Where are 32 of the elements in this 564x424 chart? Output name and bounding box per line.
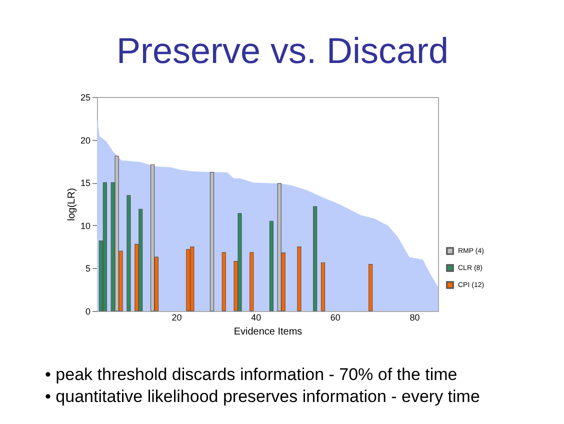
bar bbox=[238, 213, 242, 312]
y-tick-label: 25 bbox=[80, 92, 90, 102]
x-tick-label: 80 bbox=[410, 312, 420, 322]
bar bbox=[222, 252, 226, 312]
bar bbox=[313, 206, 318, 312]
text: • peak threshold discards information - 70% of the time bbox=[45, 365, 458, 384]
bar bbox=[269, 220, 274, 312]
bar bbox=[126, 195, 131, 312]
bar bbox=[138, 208, 143, 312]
bar bbox=[190, 246, 194, 312]
x-axis-title: Evidence Items bbox=[234, 326, 302, 338]
y-tick-label: 0 bbox=[85, 306, 90, 316]
y-tick-label: 5 bbox=[85, 264, 90, 274]
x-tick-label: 60 bbox=[330, 312, 340, 322]
bar bbox=[368, 264, 373, 312]
chart-title: Preserve vs. Discard bbox=[116, 30, 449, 71]
bar bbox=[277, 183, 282, 312]
text: • quantitative likelihood preserves information - every time bbox=[45, 387, 480, 406]
bar bbox=[102, 182, 107, 312]
bar bbox=[114, 156, 119, 312]
y-tick-label: 20 bbox=[80, 135, 90, 146]
y-tick-label: 15 bbox=[80, 178, 90, 188]
bar bbox=[210, 172, 214, 312]
y-tick-label: 10 bbox=[80, 220, 90, 231]
x-tick-label: 40 bbox=[251, 312, 262, 322]
bar bbox=[250, 252, 254, 312]
bar bbox=[297, 246, 302, 312]
bar bbox=[186, 249, 190, 312]
bar bbox=[150, 164, 155, 312]
x-tick-label: 20 bbox=[172, 312, 182, 322]
y-axis-title: log(LR) bbox=[66, 188, 78, 221]
bar bbox=[320, 262, 326, 312]
